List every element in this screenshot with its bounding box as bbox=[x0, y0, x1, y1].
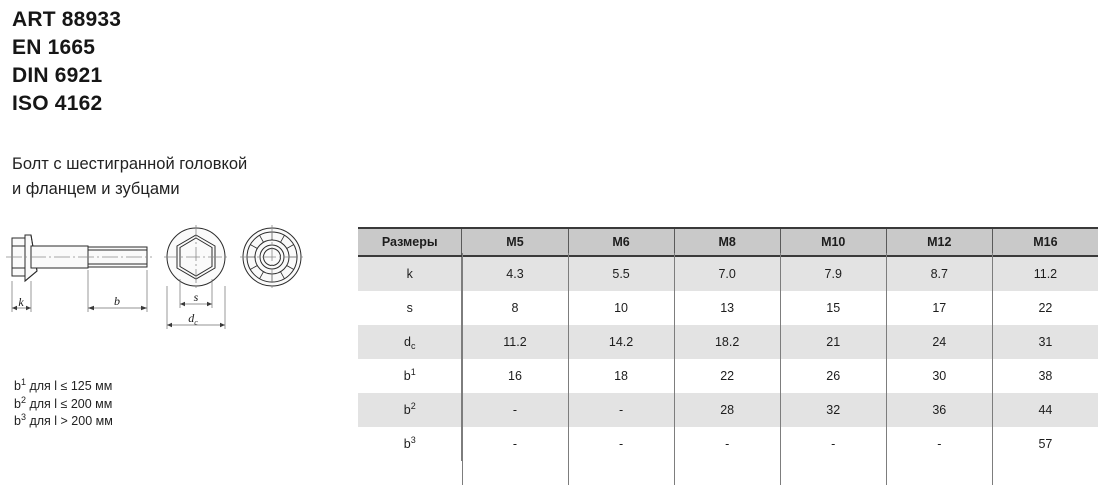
row-label-k: k bbox=[358, 256, 462, 291]
row-label-b3: b3 bbox=[358, 427, 462, 461]
column-header-m6: M6 bbox=[567, 227, 675, 257]
cell-b3-m5: - bbox=[461, 427, 569, 461]
cell-b2-m10: 32 bbox=[779, 393, 887, 427]
column-header-m8: M8 bbox=[673, 227, 781, 257]
cell-dc-m6: 14.2 bbox=[567, 325, 675, 359]
cell-s-m5: 8 bbox=[461, 291, 569, 325]
cell-s-m12: 17 bbox=[885, 291, 993, 325]
table-row: b1 16 18 22 26 30 38 bbox=[358, 359, 1098, 393]
description-line-2: и фланцем и зубцами bbox=[12, 180, 180, 198]
cell-dc-m16: 31 bbox=[991, 325, 1098, 359]
cell-k-m12: 8.7 bbox=[885, 256, 993, 291]
cell-b3-m6: - bbox=[567, 427, 675, 461]
column-header-m10: M10 bbox=[779, 227, 887, 257]
dimensions-table: Размеры M5 M6 M8 M10 M12 M16 k 4.3 5.5 7… bbox=[358, 227, 1098, 461]
cell-k-m6: 5.5 bbox=[567, 256, 675, 291]
standard-iso: ISO 4162 bbox=[12, 92, 103, 115]
table-row: b2 - - 28 32 36 44 bbox=[358, 393, 1098, 427]
cell-k-m8: 7.0 bbox=[673, 256, 781, 291]
cell-k-m10: 7.9 bbox=[779, 256, 887, 291]
standard-art: ART 88933 bbox=[12, 8, 122, 31]
cell-b3-m8: - bbox=[673, 427, 781, 461]
cell-b1-m16: 38 bbox=[991, 359, 1098, 393]
cell-b2-m5: - bbox=[461, 393, 569, 427]
cell-dc-m8: 18.2 bbox=[673, 325, 781, 359]
column-header-sizes: Размеры bbox=[358, 227, 462, 257]
dimension-label-k: k bbox=[18, 295, 24, 309]
cell-k-m16: 11.2 bbox=[991, 256, 1098, 291]
cell-k-m5: 4.3 bbox=[461, 256, 569, 291]
table-row: dc 11.2 14.2 18.2 21 24 31 bbox=[358, 325, 1098, 359]
standards-title-block: ART 88933 EN 1665 DIN 6921 ISO 4162 bbox=[12, 6, 121, 118]
footnote-b3: b3 для l > 200 мм bbox=[14, 411, 113, 428]
cell-b2-m6: - bbox=[567, 393, 675, 427]
technical-drawing: k b s dc bbox=[0, 224, 330, 339]
product-description: Болт с шестигранной головкой и фланцем и… bbox=[12, 152, 352, 202]
cell-b1-m5: 16 bbox=[461, 359, 569, 393]
bolt-drawing-svg: k b s dc bbox=[6, 225, 304, 329]
table-row: b3 - - - - - 57 bbox=[358, 427, 1098, 461]
cell-dc-m5: 11.2 bbox=[461, 325, 569, 359]
cell-b2-m12: 36 bbox=[885, 393, 993, 427]
cell-s-m6: 10 bbox=[567, 291, 675, 325]
table-row: s 8 10 13 15 17 22 bbox=[358, 291, 1098, 325]
column-header-m5: M5 bbox=[461, 227, 569, 257]
bottom-view-serrated-flange bbox=[240, 225, 304, 290]
cell-b2-m8: 28 bbox=[673, 393, 781, 427]
footnote-b1: b1 для l ≤ 125 мм bbox=[14, 376, 113, 393]
column-header-m12: M12 bbox=[885, 227, 993, 257]
dimension-label-s: s bbox=[194, 290, 199, 304]
cell-dc-m10: 21 bbox=[779, 325, 887, 359]
dimension-s bbox=[179, 279, 213, 308]
dimension-dc bbox=[166, 286, 226, 329]
standard-en: EN 1665 bbox=[12, 36, 96, 59]
cell-s-m8: 13 bbox=[673, 291, 781, 325]
cell-s-m16: 22 bbox=[991, 291, 1098, 325]
table-row: k 4.3 5.5 7.0 7.9 8.7 11.2 bbox=[358, 256, 1098, 291]
dimension-label-b: b bbox=[114, 294, 120, 308]
description-line-1: Болт с шестигранной головкой bbox=[12, 155, 248, 173]
table-body: k 4.3 5.5 7.0 7.9 8.7 11.2 s 8 10 13 15 … bbox=[358, 256, 1098, 461]
row-label-b2: b2 bbox=[358, 393, 462, 427]
footnotes: b1 для l ≤ 125 мм b2 для l ≤ 200 мм b3 д… bbox=[14, 376, 113, 431]
cell-b3-m12: - bbox=[885, 427, 993, 461]
footnote-b2: b2 для l ≤ 200 мм bbox=[14, 394, 113, 411]
column-header-m16: M16 bbox=[991, 227, 1098, 257]
row-label-b1: b1 bbox=[358, 359, 462, 393]
standard-din: DIN 6921 bbox=[12, 64, 103, 87]
cell-b1-m8: 22 bbox=[673, 359, 781, 393]
row-label-dc: dc bbox=[358, 325, 462, 359]
cell-b3-m16: 57 bbox=[991, 427, 1098, 461]
cell-b3-m10: - bbox=[779, 427, 887, 461]
dimension-label-dc: dc bbox=[188, 311, 198, 327]
cell-dc-m12: 24 bbox=[885, 325, 993, 359]
cell-b2-m16: 44 bbox=[991, 393, 1098, 427]
cell-s-m10: 15 bbox=[779, 291, 887, 325]
table-header-row: Размеры M5 M6 M8 M10 M12 M16 bbox=[358, 227, 1098, 257]
cell-b1-m10: 26 bbox=[779, 359, 887, 393]
dimension-b bbox=[87, 270, 148, 312]
dimension-k bbox=[11, 281, 32, 312]
row-label-s: s bbox=[358, 291, 462, 325]
cell-b1-m12: 30 bbox=[885, 359, 993, 393]
cell-b1-m6: 18 bbox=[567, 359, 675, 393]
